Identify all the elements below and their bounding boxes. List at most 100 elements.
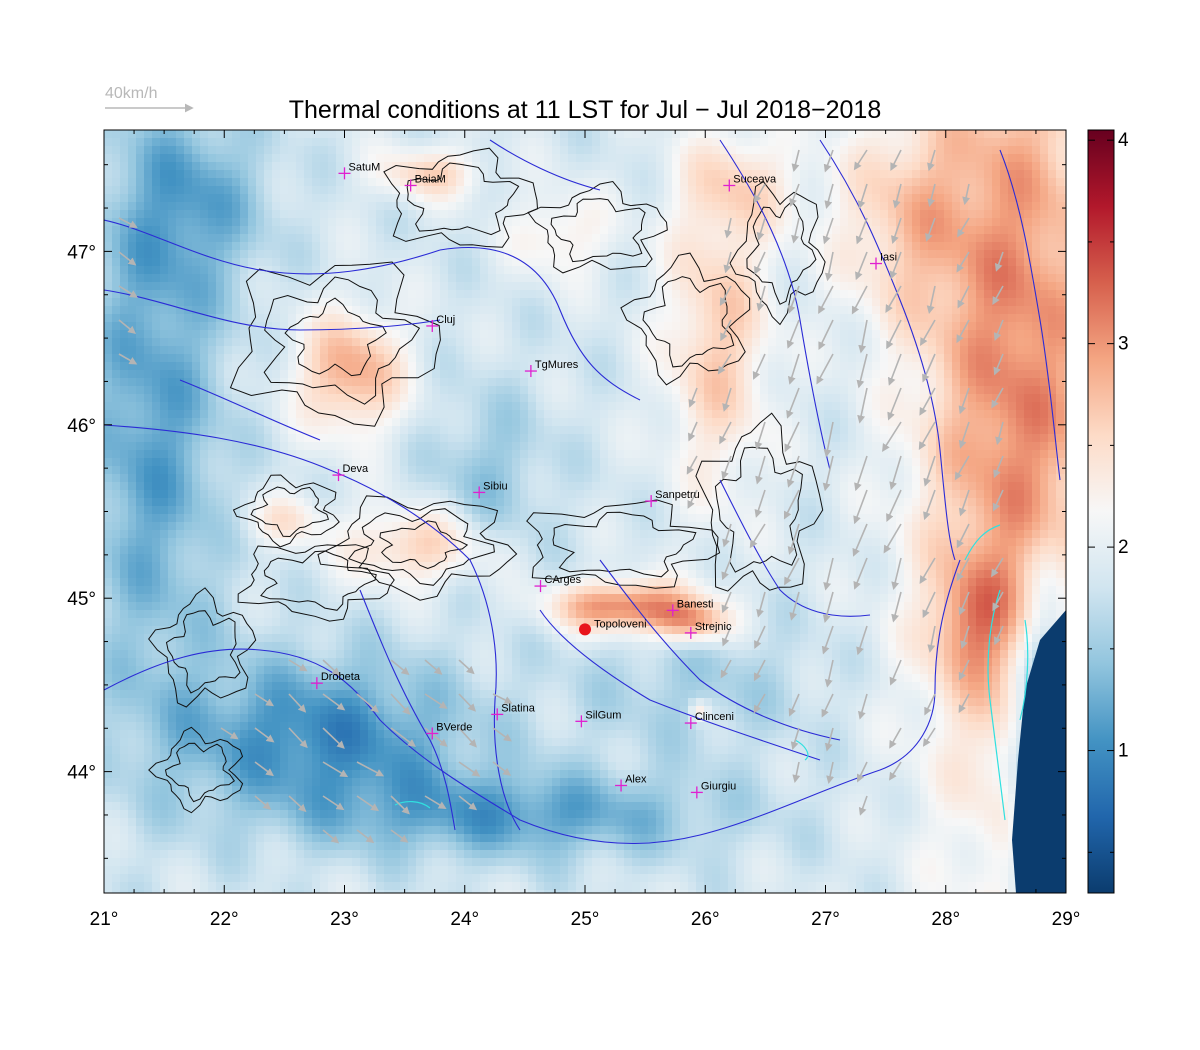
terrain-contour — [263, 276, 421, 405]
wind-vector — [254, 795, 272, 810]
thermal-field — [104, 130, 1066, 893]
city-marker: Alex — [615, 773, 647, 792]
wind-vector — [824, 659, 834, 688]
colorbar-tick-label: 3 — [1118, 334, 1129, 355]
wind-vector — [424, 727, 448, 747]
river — [719, 479, 871, 617]
city-marker: Slatina — [491, 702, 536, 721]
wind-scale-label: 40km/h — [105, 85, 157, 102]
colorbar-frame — [1087, 129, 1115, 894]
wind-vector — [923, 489, 936, 521]
wind-vector — [356, 795, 380, 812]
wind-vector — [118, 353, 138, 365]
wind-vector — [891, 591, 902, 623]
map-title: Thermal conditions at 11 LST for Jul − J… — [289, 96, 882, 124]
wind-vector — [892, 183, 902, 209]
wind-vector — [854, 455, 868, 492]
wind-vector — [356, 761, 385, 777]
terrain-contour — [714, 446, 803, 573]
city-marker: Strejnic — [684, 621, 732, 639]
wind-vector — [927, 625, 936, 653]
terrain-contour — [165, 610, 241, 694]
wind-vector — [254, 693, 275, 707]
x-tick-label: 28° — [931, 909, 960, 930]
wind-vector — [919, 557, 936, 584]
y-tick-label: 46° — [67, 416, 96, 437]
wind-vector — [791, 149, 800, 173]
wind-vector — [891, 557, 902, 591]
wind-vector — [886, 319, 902, 350]
terrain-contour — [383, 147, 539, 248]
city-label: TgMures — [535, 359, 579, 371]
wind-vector — [853, 557, 868, 590]
city-label: BaiaM — [415, 173, 446, 185]
wind-vector — [992, 591, 1004, 612]
wind-vector — [756, 217, 766, 241]
wind-vector — [789, 591, 800, 621]
wind-vector — [322, 659, 341, 676]
wind-vector — [993, 319, 1004, 341]
city-marker: BaiaM — [404, 173, 446, 192]
city-label: Iasi — [880, 252, 897, 264]
wind-scale-legend: 40km/h — [105, 85, 194, 113]
wind-vector — [992, 285, 1004, 305]
x-tick-label: 29° — [1052, 909, 1081, 930]
x-tick-label: 26° — [691, 909, 720, 930]
city-marker: Banesti — [666, 598, 714, 617]
wind-vector — [925, 217, 936, 242]
wind-vector — [993, 625, 1004, 646]
wind-vector — [723, 251, 732, 274]
wind-vector — [719, 421, 732, 445]
wind-vector — [722, 387, 732, 412]
river — [819, 139, 956, 561]
terrain-contour — [229, 261, 441, 427]
wind-vector — [688, 387, 698, 408]
terrain-contours — [148, 147, 826, 814]
wind-vector — [993, 455, 1004, 479]
city-label: Suceava — [733, 173, 777, 185]
wind-vector — [288, 659, 308, 672]
wind-vector — [322, 829, 340, 844]
wind-vector — [784, 421, 800, 453]
city-label: Banesti — [677, 598, 714, 610]
wind-vector — [458, 659, 475, 675]
wind-vector — [721, 591, 732, 614]
terrain-contour — [406, 162, 520, 236]
x-tick-label: 24° — [450, 909, 479, 930]
wind-vector — [687, 489, 698, 509]
wind-vector — [887, 387, 902, 421]
city-label: Giurgiu — [701, 780, 736, 792]
wind-vector — [857, 387, 868, 424]
wind-vector — [254, 761, 274, 777]
wind-vector — [719, 285, 732, 306]
wind-vector — [856, 625, 868, 656]
wind-vector — [883, 523, 902, 554]
wind-vector — [858, 795, 868, 816]
wind-vector — [922, 591, 936, 619]
wind-vector — [790, 727, 800, 751]
wind-vector — [118, 251, 137, 266]
city-marker: Drobeta — [310, 671, 361, 690]
wind-vector — [786, 319, 800, 349]
wind-vector — [753, 183, 766, 204]
site-label: Topoloveni — [594, 618, 647, 630]
wind-vector — [784, 557, 800, 586]
wind-vector — [756, 591, 766, 618]
city-label: Sanpetru — [655, 489, 700, 501]
city-marker: Deva — [332, 463, 369, 482]
terrain-contour — [729, 181, 826, 326]
wind-vector — [957, 217, 970, 238]
wind-vector — [822, 591, 834, 623]
wind-vector — [424, 659, 443, 675]
wind-vector — [856, 761, 868, 783]
wind-vector — [492, 727, 512, 742]
wind-vector — [754, 489, 766, 518]
wind-vector — [822, 455, 834, 492]
wind-vector — [889, 251, 902, 280]
wind-vector — [356, 693, 380, 713]
wind-vector — [220, 727, 239, 740]
wind-vector — [918, 421, 936, 450]
terrain-contour — [148, 587, 257, 708]
wind-vector — [322, 795, 345, 811]
wind-vector — [791, 217, 800, 244]
